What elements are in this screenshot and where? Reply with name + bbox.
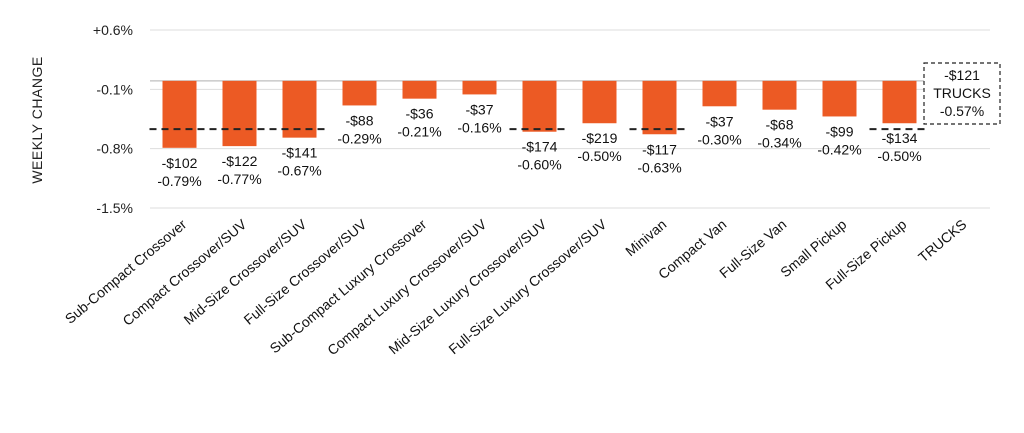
bar-dollar-label: -$68 xyxy=(765,117,793,133)
bar xyxy=(162,80,197,148)
bar-dollar-label: -$88 xyxy=(345,112,373,128)
bar xyxy=(462,80,497,95)
bar-dollar-label: -$117 xyxy=(642,141,677,157)
bar-percent-label: -0.29% xyxy=(337,130,381,146)
bar-percent-label: -0.16% xyxy=(457,119,501,135)
y-axis-label: WEEKLY CHANGE xyxy=(29,56,45,183)
y-tick-label: -0.8% xyxy=(96,141,133,157)
trucks-summary-dollar: -$121 xyxy=(944,67,980,83)
bar-percent-label: -0.50% xyxy=(577,148,621,164)
bar-dollar-label: -$219 xyxy=(582,130,618,146)
bar-percent-label: -0.60% xyxy=(517,157,561,173)
bar-dollar-label: -$102 xyxy=(162,155,198,171)
bar-dollar-label: -$134 xyxy=(882,130,918,146)
y-tick-label: -0.1% xyxy=(96,81,133,97)
bar-percent-label: -0.34% xyxy=(757,135,801,151)
y-tick-label: +0.6% xyxy=(93,22,133,38)
trucks-summary-pct: -0.57% xyxy=(940,103,984,119)
trucks-summary-label: TRUCKS xyxy=(933,85,991,101)
gridlines xyxy=(150,29,990,209)
data-labels: -$102 -0.79% -$122 -0.77% -$141 -0.67% -$88 -0.… xyxy=(157,101,921,188)
bar xyxy=(762,80,797,110)
bar-dollar-label: -$141 xyxy=(282,145,318,161)
bar-percent-label: -0.30% xyxy=(697,131,741,147)
bar-dollar-label: -$174 xyxy=(522,139,558,155)
y-tick-label: -1.5% xyxy=(96,200,133,216)
y-axis-ticks: +0.6% -0.1% -0.8% -1.5% xyxy=(93,22,133,216)
bar-percent-label: -0.77% xyxy=(217,171,261,187)
bar xyxy=(222,80,257,147)
bar xyxy=(702,80,737,107)
bar-percent-label: -0.79% xyxy=(157,173,201,189)
bar xyxy=(822,80,857,117)
trucks-summary-box: -$121 TRUCKS -0.57% xyxy=(923,62,1001,125)
bar-dollar-label: -$122 xyxy=(222,153,258,169)
bar-dollar-label: -$99 xyxy=(825,123,853,139)
bar xyxy=(522,80,557,132)
bar-percent-label: -0.63% xyxy=(637,159,681,175)
bar-percent-label: -0.21% xyxy=(397,124,441,140)
bar-dollar-label: -$37 xyxy=(465,101,493,117)
bar xyxy=(642,80,677,135)
bar xyxy=(402,80,437,99)
category-label: TRUCKS xyxy=(915,216,969,265)
bar xyxy=(582,80,617,124)
bar-dollar-label: -$37 xyxy=(705,113,733,129)
bar xyxy=(882,80,917,124)
trucks-summary-frame xyxy=(923,62,1001,125)
bar-percent-label: -0.50% xyxy=(877,148,921,164)
category-label: Minivan xyxy=(622,216,669,259)
bar xyxy=(342,80,377,106)
bar-percent-label: -0.42% xyxy=(817,141,861,157)
bar-percent-label: -0.67% xyxy=(277,163,321,179)
bar-dollar-label: -$36 xyxy=(405,106,433,122)
